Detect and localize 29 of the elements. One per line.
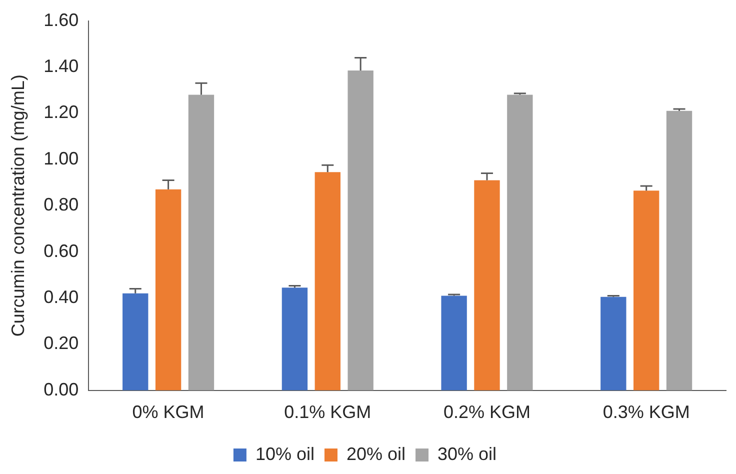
y-tick-label: 0.20 (44, 333, 79, 354)
legend-label: 10% oil (255, 444, 314, 464)
y-tick-label: 0.00 (44, 379, 79, 400)
y-tick-label: 1.20 (44, 102, 79, 122)
bar (348, 70, 374, 390)
bar (314, 172, 340, 390)
y-tick-label: 0.60 (44, 240, 79, 261)
legend-label: 20% oil (346, 444, 406, 464)
bar (666, 110, 692, 390)
x-tick-label: 0.1% KGM (284, 402, 372, 422)
bar (600, 296, 626, 390)
legend-label: 30% oil (438, 444, 497, 464)
bar (474, 180, 500, 390)
bar (633, 190, 660, 390)
y-tick-label: 0.40 (44, 286, 79, 307)
bar (188, 94, 214, 390)
x-tick-label: 0.3% KGM (602, 402, 690, 422)
y-axis-title: Curcumin concentration (mg/mL) (8, 74, 28, 337)
bar (282, 288, 308, 390)
bar (155, 189, 182, 390)
bar (122, 293, 148, 390)
bar (507, 94, 533, 390)
y-tick-label: 1.60 (44, 10, 79, 30)
x-tick-label: 0% KGM (132, 402, 204, 422)
x-tick-label: 0.2% KGM (443, 402, 531, 422)
y-tick-label: 0.80 (44, 194, 79, 215)
y-tick-label: 1.40 (44, 56, 79, 76)
y-tick-label: 1.00 (44, 148, 79, 168)
bar (441, 296, 467, 390)
